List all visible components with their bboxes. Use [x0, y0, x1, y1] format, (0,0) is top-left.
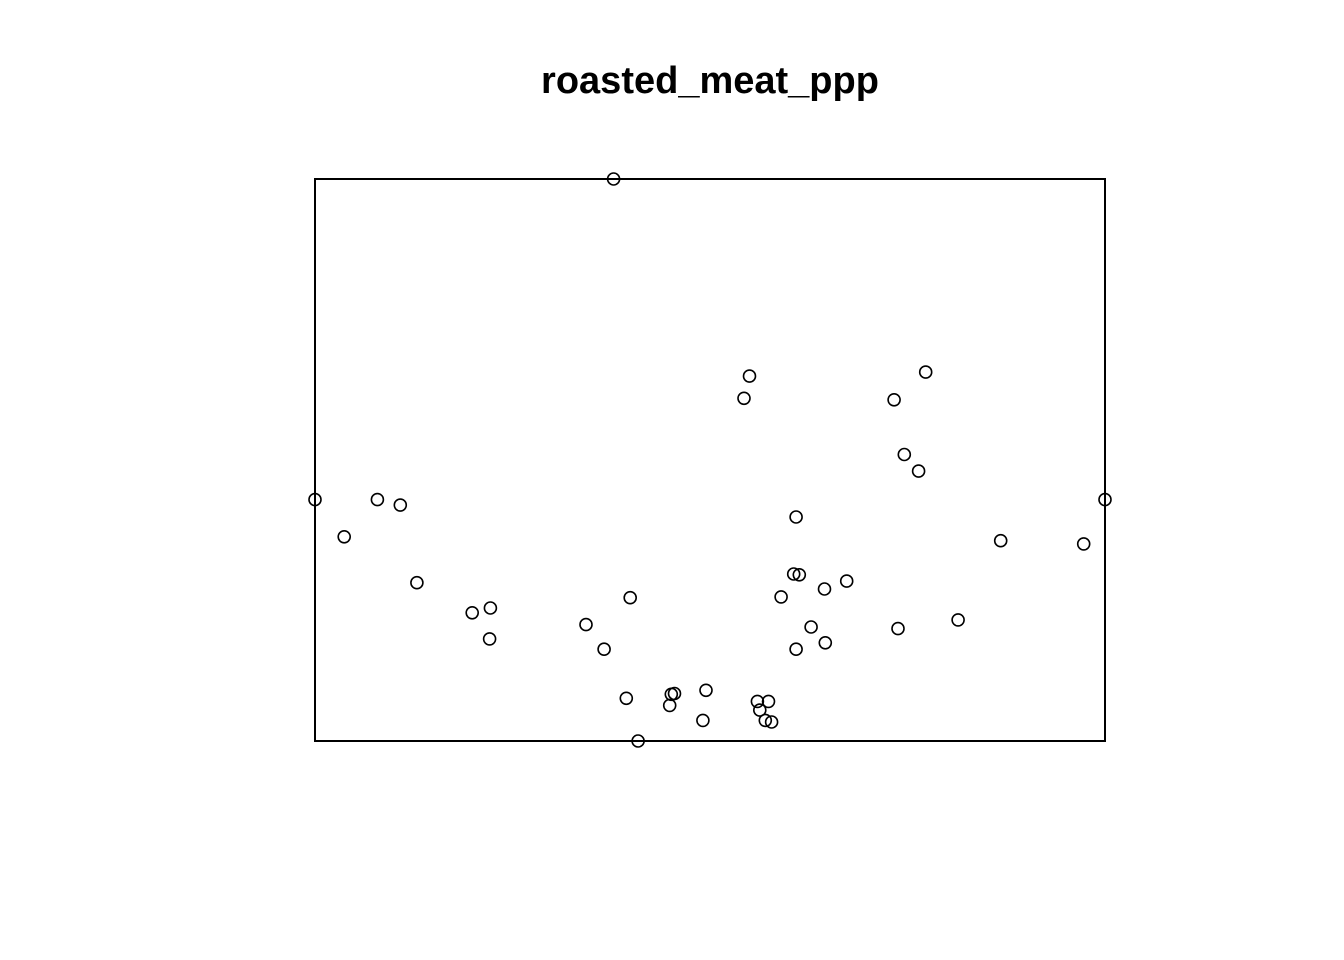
data-point	[662, 698, 677, 713]
points-layer	[308, 172, 1112, 748]
data-point	[758, 713, 773, 728]
data-point	[839, 574, 854, 588]
data-point	[742, 369, 757, 383]
data-point	[918, 365, 933, 379]
chart-title: roasted_meat_ppp	[541, 60, 879, 102]
data-point	[804, 620, 818, 634]
data-point	[789, 510, 803, 524]
data-point	[699, 683, 713, 698]
data-point	[911, 464, 926, 478]
data-point	[789, 642, 803, 657]
data-point	[817, 582, 832, 596]
data-point	[1098, 492, 1112, 507]
data-point	[752, 703, 767, 717]
data-point	[308, 492, 322, 507]
data-point	[818, 635, 833, 650]
data-point	[774, 590, 788, 604]
data-point	[606, 172, 621, 186]
data-point	[761, 694, 776, 709]
data-point	[1076, 537, 1091, 551]
data-point	[370, 492, 385, 507]
data-point	[623, 590, 638, 605]
data-point	[597, 642, 611, 657]
data-point	[631, 734, 645, 748]
data-point	[579, 617, 593, 632]
data-point	[951, 613, 965, 627]
data-point	[764, 715, 779, 729]
observation-window	[314, 178, 1106, 742]
data-point	[750, 694, 765, 709]
data-point	[792, 567, 807, 582]
data-point	[482, 632, 497, 646]
data-point	[696, 713, 710, 728]
data-point	[897, 447, 912, 462]
data-point	[337, 529, 352, 544]
data-point	[891, 621, 905, 636]
data-point	[737, 391, 751, 406]
data-point	[887, 392, 901, 407]
data-point	[465, 605, 480, 620]
data-point	[410, 575, 424, 590]
data-point	[993, 533, 1008, 548]
data-point	[483, 601, 498, 615]
data-point	[786, 567, 801, 581]
data-point	[619, 691, 634, 706]
data-point	[393, 498, 408, 512]
